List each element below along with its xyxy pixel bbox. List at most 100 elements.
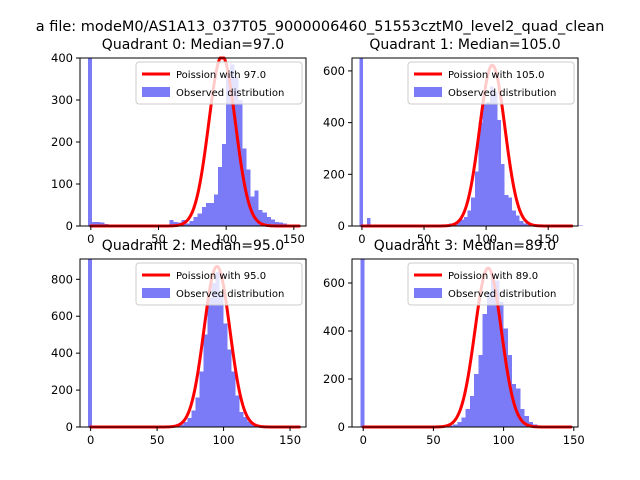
histogram-bar: [92, 222, 97, 226]
subplot-title: Quadrant 3: Median=89.0: [374, 238, 556, 254]
histogram-bar: [189, 220, 194, 226]
histogram-bar: [96, 221, 101, 226]
histogram-bar: [187, 417, 192, 427]
figure-suptitle: a file: modeM0/AS1A13_037T05_9000006460_…: [36, 19, 605, 35]
subplot-quadrant-3: 0 50 100 150 0 200 400 600 Quadrant 3: Median=89…: [323, 238, 585, 447]
histogram-bar: [87, 259, 92, 427]
histogram-bar: [366, 218, 371, 226]
histogram-bar: [519, 220, 524, 226]
histogram-bar: [274, 221, 279, 226]
histogram-bar: [230, 64, 235, 226]
subplot-title: Quadrant 2: Median=95.0: [102, 238, 284, 254]
legend-box: [407, 262, 575, 306]
histogram-bar: [497, 120, 502, 226]
histogram-bar: [254, 190, 259, 226]
histogram-bar: [474, 171, 479, 226]
histogram-bar: [227, 349, 232, 427]
y-tick-label: 400: [323, 116, 345, 130]
subplot-quadrant-0: 0 50 100 150 0 100 200 300 400 Quadrant 0: Median…: [51, 37, 307, 246]
x-tick-label: 0: [87, 232, 94, 246]
histogram-bar: [173, 221, 178, 226]
histogram-bar: [461, 417, 466, 427]
x-tick-label: 150: [563, 433, 585, 447]
legend-fit-label: Poission with 95.0: [176, 271, 266, 282]
histogram-bar: [501, 163, 505, 226]
histogram-bar: [215, 271, 220, 427]
histogram-bar: [205, 202, 210, 226]
histogram-bar: [520, 409, 525, 427]
histogram-bar: [209, 202, 214, 226]
x-tick-label: 100: [475, 232, 497, 246]
histogram-bar: [516, 388, 521, 427]
legend-hist-label: Observed distribution: [448, 289, 556, 300]
histogram-bar: [486, 292, 491, 427]
histogram-bar: [207, 297, 212, 427]
y-tick-label: 600: [51, 309, 73, 323]
x-tick-label: 50: [426, 433, 441, 447]
x-tick-label: 150: [279, 433, 301, 447]
histogram-bar: [523, 223, 528, 226]
histogram-bar: [524, 416, 529, 427]
legend-fit-label: Poission with 89.0: [448, 271, 538, 282]
histogram-bar: [493, 91, 498, 226]
legend: Poission with 95.0 Observed distribution: [135, 262, 303, 306]
legend-fit-label: Poission with 105.0: [448, 70, 544, 81]
subplot-title: Quadrant 1: Median=105.0: [369, 37, 560, 53]
x-tick-label: 0: [87, 433, 94, 447]
histogram-bar: [201, 207, 206, 226]
histogram-bar: [359, 58, 364, 226]
histogram-bar: [247, 421, 252, 427]
legend-box: [135, 262, 303, 306]
histogram-bar: [239, 412, 244, 427]
histogram-bar: [183, 422, 188, 427]
histogram-bar: [512, 210, 516, 226]
histogram-bar: [199, 371, 204, 427]
histogram-bar: [258, 210, 263, 226]
legend-hist-label: Observed distribution: [448, 88, 556, 99]
histogram-bar: [197, 213, 202, 226]
histogram-bar: [474, 374, 479, 427]
y-tick-label: 0: [66, 219, 73, 233]
histogram-bar: [448, 425, 454, 427]
histogram-bar: [234, 76, 239, 227]
x-tick-label: 100: [493, 433, 515, 447]
subplot-title: Quadrant 0: Median=97.0: [102, 37, 284, 53]
legend-hist-label: Observed distribution: [176, 88, 284, 99]
y-tick-label: 400: [51, 346, 73, 360]
legend-fit-label: Poission with 97.0: [176, 70, 266, 81]
histogram-bar: [185, 223, 190, 226]
histogram-bar: [218, 167, 223, 226]
histogram-bar: [478, 122, 483, 226]
legend-box: [135, 61, 303, 105]
legend: Poission with 105.0 Observed distribution: [407, 61, 575, 105]
x-tick-label: 100: [215, 232, 237, 246]
histogram-bar: [457, 422, 462, 427]
histogram-bar: [490, 275, 496, 427]
x-tick-label: 100: [213, 433, 235, 447]
histogram-bar: [499, 302, 504, 427]
histogram-bar: [193, 216, 198, 226]
histogram-bar: [495, 280, 500, 427]
histogram-bar: [503, 328, 508, 427]
y-tick-label: 200: [51, 383, 73, 397]
y-tick-label: 0: [338, 420, 345, 434]
legend-hist-swatch: [142, 87, 170, 97]
y-tick-label: 200: [51, 135, 73, 149]
histogram-bar: [211, 283, 216, 427]
histogram-bar: [213, 194, 219, 226]
histogram-bar: [478, 355, 483, 427]
histogram-bar: [482, 314, 487, 427]
histogram-bar: [219, 294, 224, 427]
histogram-bar: [231, 371, 236, 427]
legend-hist-swatch: [142, 288, 170, 298]
x-tick-label: 50: [150, 433, 165, 447]
histogram-bar: [270, 219, 275, 226]
y-tick-label: 0: [338, 219, 345, 233]
histogram-bar: [504, 194, 509, 226]
axes-frame: [351, 57, 579, 227]
histogram-bar: [482, 104, 487, 226]
histogram-bar: [489, 86, 494, 226]
histogram-bar: [360, 259, 365, 427]
histogram-bar: [465, 409, 470, 427]
